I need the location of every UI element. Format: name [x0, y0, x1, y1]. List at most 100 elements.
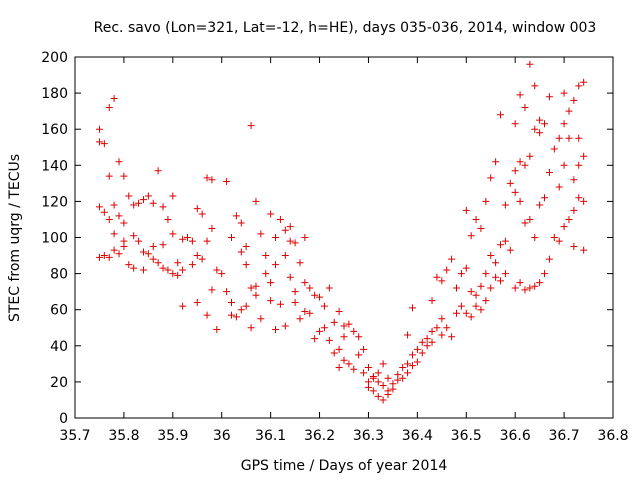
data-point-plus	[482, 270, 490, 278]
data-point-plus	[482, 197, 490, 205]
data-point-plus	[497, 111, 505, 119]
data-point-plus	[203, 311, 211, 319]
data-point-plus	[360, 369, 368, 377]
data-point-plus	[174, 271, 182, 279]
data-point-plus	[555, 183, 563, 191]
data-point-plus	[179, 266, 187, 274]
data-point-plus	[262, 270, 270, 278]
data-point-plus	[247, 122, 255, 130]
data-point-plus	[541, 194, 549, 202]
data-point-plus	[105, 253, 113, 261]
data-point-plus	[281, 252, 289, 260]
data-point-plus	[272, 326, 280, 334]
data-point-plus	[570, 243, 578, 251]
data-point-plus	[281, 322, 289, 330]
data-point-plus	[276, 300, 284, 308]
data-point-plus	[281, 226, 289, 234]
data-point-plus	[545, 93, 553, 101]
data-point-plus	[257, 315, 265, 323]
x-tick-label: 36.5	[451, 428, 482, 444]
y-tick-label: 200	[41, 50, 68, 66]
data-point-plus	[497, 241, 505, 249]
data-point-plus	[550, 145, 558, 153]
data-point-plus	[291, 298, 299, 306]
data-point-plus	[487, 252, 495, 260]
data-point-plus	[296, 315, 304, 323]
data-point-plus	[536, 201, 544, 209]
data-point-plus	[516, 158, 524, 166]
data-point-plus	[487, 284, 495, 292]
data-point-plus	[320, 324, 328, 332]
data-point-plus	[472, 291, 480, 299]
data-point-plus	[575, 161, 583, 169]
data-point-plus	[125, 261, 133, 269]
data-point-plus	[306, 284, 314, 292]
data-point-plus	[384, 374, 392, 382]
data-point-plus	[105, 172, 113, 180]
data-point-plus	[316, 293, 324, 301]
data-point-plus	[311, 335, 319, 343]
data-point-plus	[237, 248, 245, 256]
data-point-plus	[110, 246, 118, 254]
x-tick-label: 36.3	[353, 428, 384, 444]
data-point-plus	[144, 250, 152, 258]
data-point-plus	[379, 382, 387, 390]
data-point-plus	[237, 306, 245, 314]
data-point-plus	[399, 363, 407, 371]
data-point-plus	[408, 362, 416, 370]
data-point-plus	[325, 336, 333, 344]
data-point-plus	[95, 203, 103, 211]
data-point-plus	[369, 372, 377, 380]
data-point-plus	[516, 279, 524, 287]
data-point-plus	[203, 174, 211, 182]
data-point-plus	[355, 333, 363, 341]
data-point-plus	[330, 318, 338, 326]
data-point-plus	[399, 374, 407, 382]
y-tick-label: 180	[41, 86, 68, 102]
data-point-plus	[374, 369, 382, 377]
axes-group: 35.7 35.8 35.9 36 36.1 36.2 36.3 36.4 36.5 36.6 36…	[41, 50, 628, 444]
data-point-plus	[135, 237, 143, 245]
data-point-plus	[154, 259, 162, 267]
data-point-plus	[110, 230, 118, 238]
data-point-plus	[404, 360, 412, 368]
data-point-plus	[252, 197, 260, 205]
data-point-plus	[286, 223, 294, 231]
data-point-plus	[286, 273, 294, 281]
data-point-plus	[364, 363, 372, 371]
data-point-plus	[560, 223, 568, 231]
x-tick-label: 36.2	[304, 428, 335, 444]
data-point-plus	[482, 297, 490, 305]
data-point-plus	[169, 270, 177, 278]
data-point-plus	[462, 206, 470, 214]
data-point-plus	[501, 270, 509, 278]
data-point-plus	[193, 298, 201, 306]
data-point-plus	[448, 333, 456, 341]
data-point-plus	[477, 224, 485, 232]
data-point-plus	[511, 167, 519, 175]
data-point-plus	[272, 261, 280, 269]
data-point-plus	[580, 197, 588, 205]
chart-title: Rec. savo (Lon=321, Lat=-12, h=HE), days…	[94, 20, 597, 36]
data-point-plus	[428, 327, 436, 335]
data-point-plus	[462, 309, 470, 317]
data-point-plus	[125, 192, 133, 200]
data-point-plus	[267, 210, 275, 218]
data-point-plus	[580, 246, 588, 254]
data-point-plus	[433, 324, 441, 332]
data-point-plus	[575, 134, 583, 142]
data-point-plus	[536, 116, 544, 124]
data-point-plus	[492, 273, 500, 281]
y-tick-label: 160	[41, 122, 68, 138]
data-point-plus	[565, 107, 573, 115]
data-point-plus	[526, 60, 534, 68]
data-point-plus	[228, 311, 236, 319]
data-point-plus	[154, 167, 162, 175]
data-point-plus	[350, 327, 358, 335]
data-point-plus	[570, 176, 578, 184]
x-tick-label: 36	[213, 428, 231, 444]
data-point-plus	[164, 215, 172, 223]
data-point-plus	[203, 237, 211, 245]
data-point-plus	[320, 302, 328, 310]
data-point-plus	[580, 152, 588, 160]
